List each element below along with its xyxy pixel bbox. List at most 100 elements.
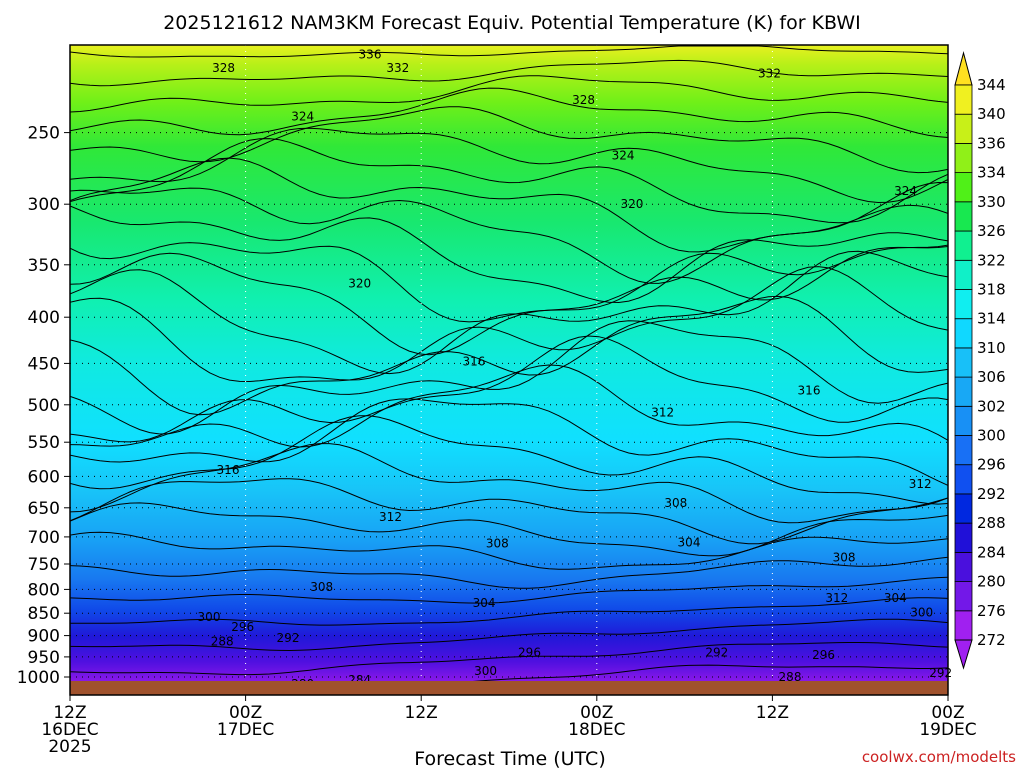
contour-line — [70, 59, 948, 87]
colorbar-extend-min — [954, 639, 973, 670]
time-tick-label: 2025 — [48, 737, 91, 757]
contour-line — [70, 45, 948, 58]
contour-line — [70, 266, 948, 383]
colorbar-tick-label: 314 — [977, 310, 1006, 328]
contour-label: 300 — [198, 610, 221, 624]
colorbar-tick-label: 302 — [977, 397, 1006, 415]
colorbar-swatch — [954, 435, 973, 466]
contour-label: 296 — [812, 648, 835, 662]
pressure-axis: 250 300 350 400 450 500 550 600 650 700 750 800 850 9… — [17, 124, 70, 688]
contour-label: 296 — [518, 646, 541, 660]
contour-lines — [70, 45, 948, 681]
contour-label: 312 — [909, 477, 932, 491]
colorbar-swatch — [954, 259, 973, 290]
contour-label: 292 — [277, 631, 300, 645]
pressure-tick-label: 350 — [28, 256, 60, 276]
credit-text: coolwx.com/modelts — [862, 748, 1016, 766]
time-tick-label: 19DEC — [919, 720, 976, 740]
colorbar-tick-label: 330 — [977, 193, 1006, 211]
contour-label: 304 — [473, 596, 496, 610]
time-tick-label: 12Z — [405, 703, 438, 723]
contour-line — [70, 75, 948, 113]
colorbar-swatch — [954, 493, 973, 524]
time-tick-label: 12Z — [756, 703, 789, 723]
time-tick-label: 18DEC — [568, 720, 625, 740]
time-gridlines — [245, 45, 773, 681]
colorbar-tick-label: 334 — [977, 164, 1006, 182]
contour-labels: 336 332 332 328 328 324 324 324 320 320 316 316 316 3… — [198, 48, 953, 691]
pressure-tick-label: 850 — [28, 604, 60, 624]
contour-line — [70, 205, 948, 304]
contour-label: 316 — [217, 463, 240, 477]
contour-line — [70, 242, 948, 323]
contour-label: 312 — [651, 406, 674, 420]
contour-line — [70, 502, 948, 557]
colorbar-swatch — [954, 318, 973, 349]
contour-line — [70, 138, 948, 224]
contour-line — [70, 335, 948, 443]
contour-label: 296 — [231, 620, 254, 634]
contour-line — [70, 531, 948, 570]
colorbar-swatch — [954, 84, 973, 115]
contour-label: 328 — [572, 93, 595, 107]
colorbar-tick-label: 284 — [977, 543, 1006, 561]
colorbar-tick-label: 340 — [977, 105, 1006, 123]
contour-label: 324 — [894, 184, 917, 198]
colorbar-tick-label: 306 — [977, 368, 1006, 386]
colorbar-tick-label: 292 — [977, 485, 1006, 503]
time-tick-label: 16DEC — [41, 720, 98, 740]
colorbar-tick-label: 288 — [977, 514, 1006, 532]
contour-line — [70, 246, 948, 356]
contour-line — [70, 250, 948, 375]
ground-surface — [70, 681, 948, 695]
contour-line — [70, 398, 948, 486]
pressure-tick-label: 450 — [28, 354, 60, 374]
contour-label: 332 — [758, 66, 781, 80]
pressure-tick-label: 700 — [28, 528, 60, 548]
colorbar-swatch — [954, 142, 973, 173]
contour-line — [70, 320, 948, 435]
colorbar-swatch — [954, 610, 973, 641]
pressure-tick-label: 500 — [28, 396, 60, 416]
colorbar-swatch — [954, 113, 973, 144]
pressure-tick-label: 750 — [28, 555, 60, 575]
contour-line — [70, 576, 948, 604]
colorbar-swatch — [954, 289, 973, 320]
chart-title: 2025121612 NAM3KM Forecast Equiv. Potent… — [163, 12, 861, 34]
colorbar-tick-label: 344 — [977, 76, 1006, 94]
pressure-tick-label: 250 — [28, 124, 60, 144]
colorbar-swatch — [954, 201, 973, 232]
colorbar-swatch — [954, 581, 973, 612]
colorbar-swatch — [954, 172, 973, 203]
contour-label: 308 — [664, 496, 687, 510]
contour-label: 316 — [462, 355, 485, 369]
colorbar-tick-label: 280 — [977, 573, 1006, 591]
contour-label: 308 — [833, 551, 856, 565]
colorbar-tick-label: 318 — [977, 281, 1006, 299]
time-tick-label: 00Z — [931, 703, 964, 723]
contour-line — [70, 415, 948, 505]
contour-line — [70, 127, 948, 204]
contour-label: 336 — [359, 48, 382, 62]
colorbar: 272 276 280 284 288 292 296 300 302 306 310 314 318 3… — [954, 51, 1006, 670]
colorbar-tick-label: 272 — [977, 631, 1006, 649]
colorbar-swatch — [954, 230, 973, 261]
contour-label: 320 — [348, 276, 371, 290]
contour-label: 312 — [379, 510, 402, 524]
contour-label: 324 — [291, 110, 314, 124]
pressure-gridlines — [70, 132, 948, 678]
colorbar-swatch — [954, 405, 973, 436]
colorbar-tick-label: 276 — [977, 602, 1006, 620]
contour-label: 304 — [884, 591, 907, 605]
contour-label: 328 — [212, 61, 235, 75]
pressure-tick-label: 950 — [28, 648, 60, 668]
pressure-tick-label: 900 — [28, 627, 60, 647]
contour-label: 324 — [612, 149, 635, 163]
colorbar-tick-label: 336 — [977, 134, 1006, 152]
contour-label: 316 — [798, 383, 821, 397]
colorbar-tick-label: 296 — [977, 456, 1006, 474]
pressure-tick-label: 800 — [28, 580, 60, 600]
colorbar-tick-label: 322 — [977, 251, 1006, 269]
